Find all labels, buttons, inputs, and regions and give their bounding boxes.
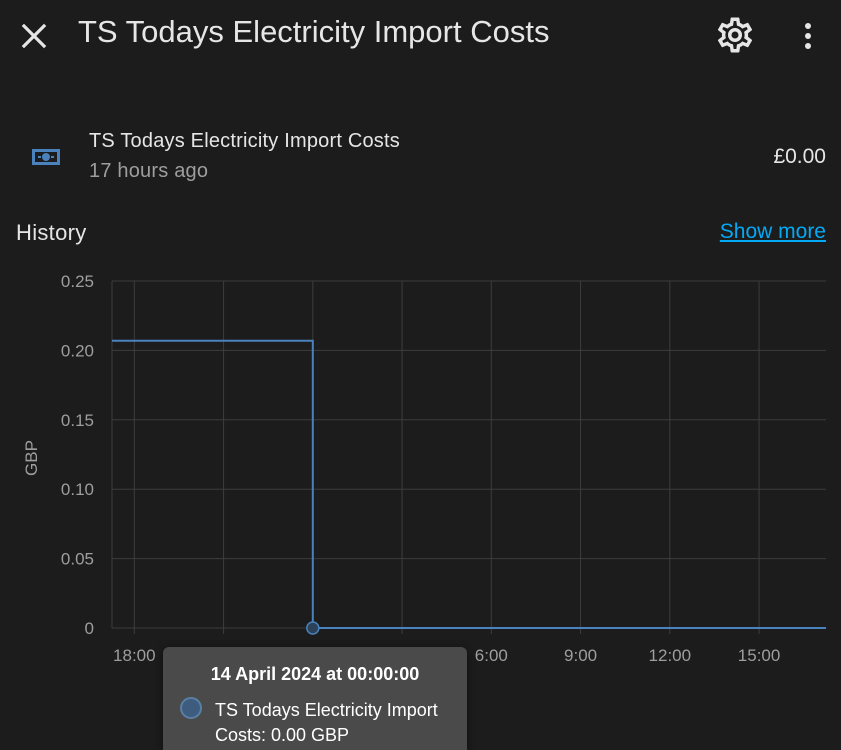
more-vertical-icon [805,23,811,49]
y-tick-label: 0.20 [61,341,94,360]
y-tick-label: 0.10 [61,480,94,499]
x-tick-label: 12:00 [649,646,692,665]
settings-button[interactable] [714,14,756,56]
series-color-swatch [180,697,202,719]
x-tick-label: 9:00 [564,646,597,665]
y-tick-label: 0 [85,619,94,638]
series-line [112,339,826,629]
data-point-marker [306,621,320,635]
y-tick-label: 0.15 [61,411,94,430]
history-heading: History [16,220,87,245]
gear-icon [717,17,753,53]
history-chart[interactable]: 00.050.100.150.200.25 18:0021:0014 Apr3:… [0,260,841,680]
close-icon [21,23,47,49]
more-options-button[interactable] [792,16,824,56]
y-tick-label: 0.25 [61,272,94,291]
tooltip-text: TS Todays Electricity Import Costs: 0.00… [215,700,438,745]
dialog-header: TS Todays Electricity Import Costs [0,0,841,72]
chart-tooltip: 14 April 2024 at 00:00:00 TS Todays Elec… [163,647,467,750]
x-tick-label: 18:00 [113,646,156,665]
entity-row[interactable]: TS Todays Electricity Import Costs 17 ho… [0,120,841,192]
chart-series [112,339,826,635]
show-more-link[interactable]: Show more [719,220,826,243]
cash-icon [32,149,60,165]
close-button[interactable] [14,16,54,56]
y-tick-label: 0.05 [61,550,94,569]
y-axis-label: GBP [22,440,41,476]
chart-grid [111,280,826,634]
tooltip-title: 14 April 2024 at 00:00:00 [210,664,420,684]
x-tick-label: 6:00 [475,646,508,665]
x-tick-label: 15:00 [738,646,781,665]
entity-name: TS Todays Electricity Import Costs [89,130,400,152]
dialog-title: TS Todays Electricity Import Costs [78,14,550,49]
last-changed: 17 hours ago [89,160,209,182]
y-axis-ticks: 0 0.05 0.10 0.15 0.20 0.25 [61,272,94,638]
entity-state: £0.00 [773,145,826,168]
